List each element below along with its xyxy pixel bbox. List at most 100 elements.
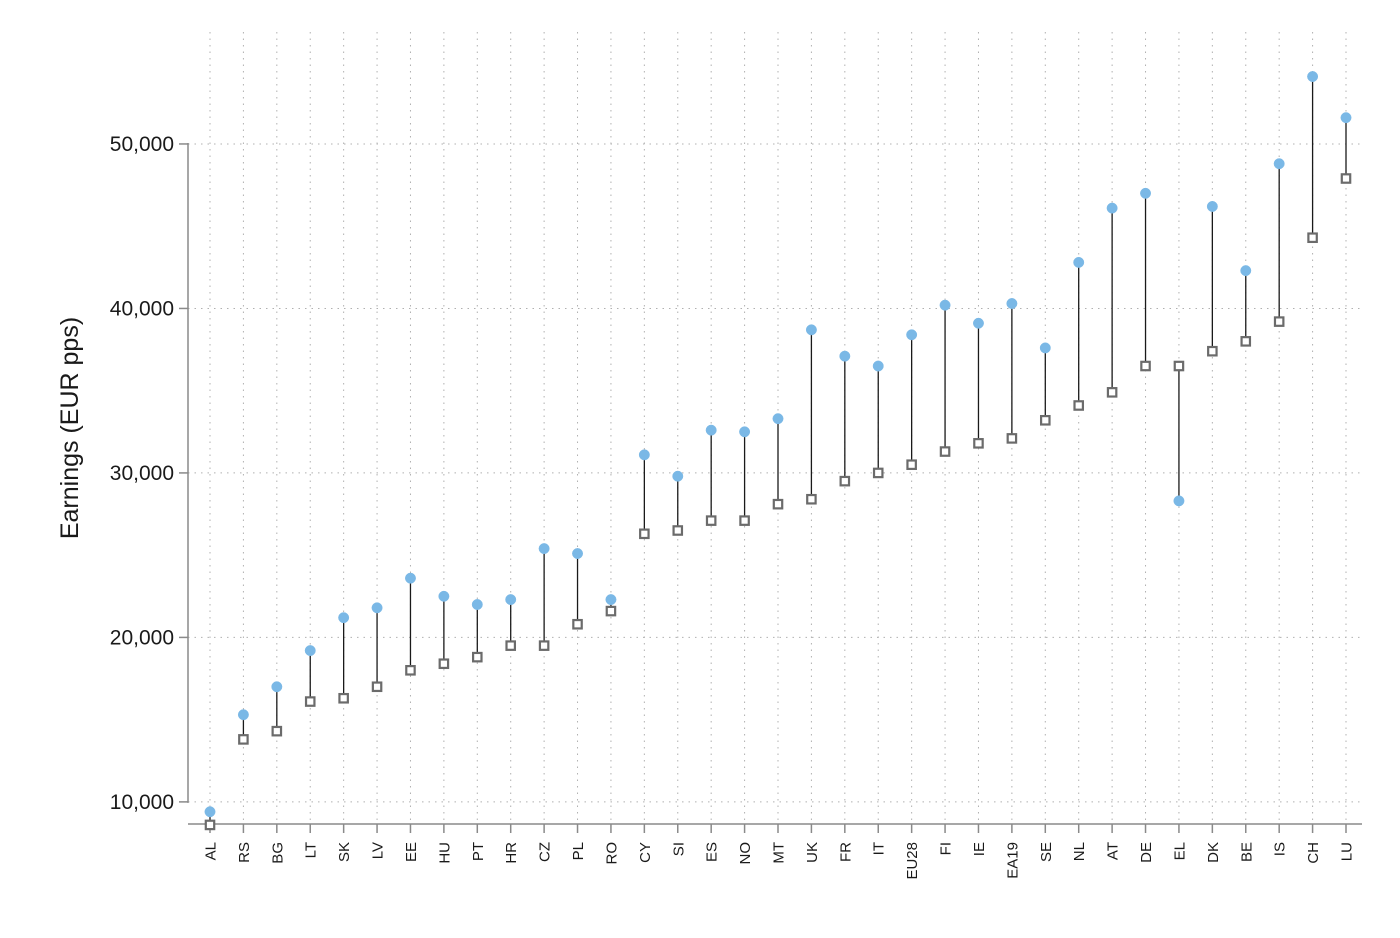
data-point-circle bbox=[672, 470, 684, 482]
x-tick-label: EU28 bbox=[904, 842, 921, 880]
data-point-square bbox=[639, 528, 650, 540]
data-point-square bbox=[204, 819, 216, 831]
data-point-circle bbox=[805, 324, 817, 336]
data-point-square bbox=[939, 446, 951, 457]
x-tick-label: HR bbox=[503, 842, 520, 864]
data-point-circle bbox=[939, 299, 951, 311]
data-point-square bbox=[438, 658, 450, 670]
data-point-square bbox=[1106, 387, 1118, 398]
data-point-circle bbox=[371, 602, 383, 614]
data-point-circle bbox=[772, 413, 784, 425]
data-point-square bbox=[238, 734, 249, 745]
data-point-square bbox=[1039, 414, 1051, 426]
data-point-square bbox=[1240, 336, 1252, 347]
data-point-square bbox=[271, 725, 283, 737]
data-point-circle bbox=[237, 709, 249, 721]
x-tick-label: AT bbox=[1105, 842, 1122, 860]
data-point-square bbox=[1073, 400, 1085, 411]
data-point-square bbox=[405, 665, 416, 676]
data-point-square bbox=[1173, 360, 1185, 372]
x-tick-label: MT bbox=[771, 842, 788, 864]
data-point-square bbox=[572, 618, 583, 630]
data-point-circle bbox=[338, 612, 350, 624]
x-tick-label: NL bbox=[1071, 842, 1088, 861]
x-tick-label: IE bbox=[971, 842, 988, 856]
x-tick-label: DK bbox=[1205, 842, 1222, 863]
data-point-square bbox=[806, 493, 817, 505]
x-tick-label: SE bbox=[1038, 842, 1055, 862]
data-point-circle bbox=[438, 590, 450, 602]
axis-layer: 10,000 20,000 30,000 40,000 50,000 AL RS BG LT SK… bbox=[110, 133, 1362, 880]
data-point-circle bbox=[1273, 158, 1285, 170]
data-point-circle bbox=[973, 317, 984, 329]
x-tick-label: FI bbox=[938, 842, 955, 855]
data-point-square bbox=[1340, 173, 1352, 184]
data-point-square bbox=[304, 696, 316, 707]
data-point-square bbox=[505, 640, 517, 651]
x-tick-label: AL bbox=[203, 842, 220, 860]
data-point-circle bbox=[1073, 256, 1085, 268]
x-tick-label: EA19 bbox=[1004, 842, 1021, 879]
x-tick-label: IT bbox=[871, 842, 888, 855]
data-point-square bbox=[371, 681, 383, 693]
data-point-circle bbox=[572, 548, 583, 559]
data-point-square bbox=[471, 651, 483, 663]
x-tick-label: IS bbox=[1272, 842, 1289, 856]
x-tick-label: CZ bbox=[537, 842, 554, 862]
y-tick-label: 10,000 bbox=[110, 791, 174, 814]
x-tick-label: CY bbox=[637, 842, 654, 863]
data-point-circle bbox=[304, 645, 316, 657]
data-point-circle bbox=[1173, 495, 1185, 507]
data-point-circle bbox=[271, 681, 283, 693]
data-point-square bbox=[1273, 316, 1285, 327]
data-point-circle bbox=[1206, 201, 1218, 212]
grid-layer bbox=[188, 32, 1362, 822]
y-tick-label: 40,000 bbox=[110, 297, 174, 320]
data-point-square bbox=[906, 459, 917, 471]
x-tick-label: EL bbox=[1171, 842, 1188, 860]
data-point-circle bbox=[1340, 112, 1352, 124]
data-point-square bbox=[538, 640, 550, 651]
data-point-square bbox=[1140, 360, 1151, 372]
x-tick-label: SI bbox=[670, 842, 687, 856]
data-point-circle bbox=[638, 449, 650, 461]
x-tick-label: RS bbox=[236, 842, 253, 863]
x-tick-label: EE bbox=[403, 842, 420, 862]
data-point-circle bbox=[538, 543, 550, 555]
x-tick-label: LV bbox=[370, 842, 387, 859]
x-tick-label: RO bbox=[603, 842, 620, 865]
y-tick-label: 50,000 bbox=[110, 133, 174, 156]
x-tick-label: BG bbox=[269, 842, 286, 864]
data-point-square bbox=[973, 438, 984, 449]
data-point-circle bbox=[405, 572, 416, 584]
data-point-circle bbox=[1307, 71, 1319, 82]
y-tick-label: 20,000 bbox=[110, 626, 174, 649]
data-point-circle bbox=[1006, 298, 1018, 309]
data-point-circle bbox=[1140, 187, 1151, 199]
x-tick-label: LT bbox=[303, 842, 320, 858]
data-point-square bbox=[1207, 345, 1218, 357]
marks-layer bbox=[204, 71, 1352, 831]
y-tick-label: 30,000 bbox=[110, 462, 174, 485]
data-point-square bbox=[872, 467, 884, 479]
y-axis-title: Earnings (EUR pps) bbox=[56, 317, 84, 539]
x-tick-label: PT bbox=[470, 842, 487, 861]
x-tick-label: ES bbox=[704, 842, 721, 862]
data-point-circle bbox=[739, 426, 751, 438]
data-point-circle bbox=[605, 594, 617, 606]
x-tick-label: FR bbox=[837, 842, 854, 862]
x-tick-label: LU bbox=[1339, 842, 1356, 861]
data-point-square bbox=[739, 515, 750, 526]
data-point-circle bbox=[1039, 342, 1051, 354]
x-tick-label: CH bbox=[1305, 842, 1322, 864]
x-tick-label: NO bbox=[737, 842, 754, 865]
data-point-square bbox=[338, 692, 349, 704]
data-point-square bbox=[705, 515, 717, 526]
data-point-circle bbox=[705, 424, 717, 436]
data-point-square bbox=[672, 525, 684, 536]
data-point-square bbox=[1006, 433, 1018, 444]
x-tick-label: BE bbox=[1238, 842, 1255, 862]
data-point-circle bbox=[1106, 202, 1118, 214]
data-point-circle bbox=[204, 806, 216, 818]
data-point-circle bbox=[906, 329, 918, 341]
